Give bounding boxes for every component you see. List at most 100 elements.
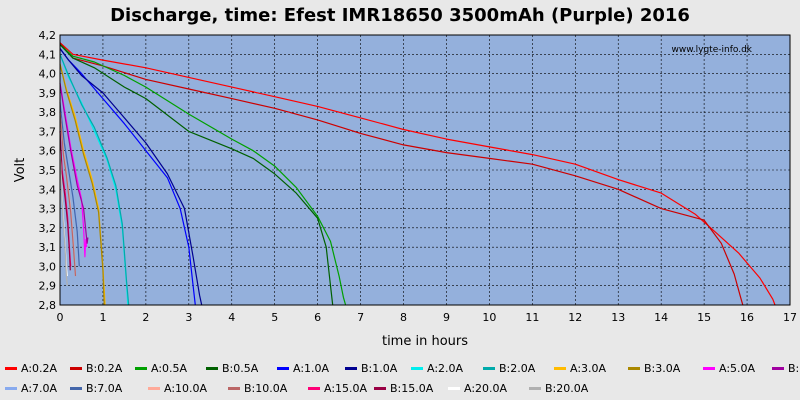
y-axis-label: Volt bbox=[13, 158, 28, 183]
legend-item: A:5.0A bbox=[703, 360, 755, 376]
x-tick-labels: 0 1 2 3 4 5 6 7 8 9 10 11 12 13 14 15 16 17 bbox=[57, 311, 798, 324]
y-tick-label: 3,5 bbox=[39, 164, 57, 177]
legend-swatch bbox=[148, 386, 160, 390]
legend-swatch bbox=[277, 366, 289, 370]
x-tick-label: 10 bbox=[482, 311, 496, 324]
legend-label: B:1.0A bbox=[361, 361, 398, 375]
series-line-b-7-0a bbox=[59, 102, 80, 267]
legend-swatch bbox=[703, 366, 715, 370]
legend-label: B:0.5A bbox=[222, 361, 259, 375]
legend-label: A:10.0A bbox=[164, 381, 208, 395]
legend-label: A:2.0A bbox=[427, 361, 464, 375]
legend-swatch bbox=[5, 386, 17, 390]
legend-item: B:15.0A bbox=[374, 380, 433, 396]
chart-legend: A:0.2A B:0.2A A:0.5A B:0.5A A:1.0A B:1.0A A:2.… bbox=[0, 354, 800, 400]
series-line-a-0-2a bbox=[59, 42, 776, 306]
legend-label: B:7.0A bbox=[86, 381, 123, 395]
legend-item: B:10.0A bbox=[228, 380, 287, 396]
legend-swatch bbox=[206, 366, 218, 370]
y-tick-label: 4,1 bbox=[39, 48, 57, 61]
legend-item: B:0.5A bbox=[206, 360, 258, 376]
legend-label: A:5.0A bbox=[719, 361, 756, 375]
legend-item: A:0.5A bbox=[135, 360, 187, 376]
series-line-b-1-0a bbox=[59, 48, 203, 306]
legend-swatch bbox=[345, 366, 357, 370]
y-tick-label: 2,9 bbox=[39, 280, 57, 293]
legend-swatch bbox=[308, 386, 320, 390]
legend-item: A:20.0A bbox=[448, 380, 507, 396]
legend-item: B:2.0A bbox=[483, 360, 535, 376]
legend-label: A:1.0A bbox=[293, 361, 330, 375]
x-tick-label: 9 bbox=[443, 311, 450, 324]
series-line-b-10-0a bbox=[59, 112, 77, 277]
y-tick-label: 3,4 bbox=[39, 183, 57, 196]
legend-label: B:0.2A bbox=[86, 361, 123, 375]
y-tick-label: 4,0 bbox=[39, 68, 57, 81]
y-tick-label: 3,7 bbox=[39, 125, 57, 138]
series-line-a-0-5a bbox=[59, 44, 347, 306]
y-tick-label: 3,8 bbox=[39, 106, 57, 119]
x-tick-label: 2 bbox=[142, 311, 149, 324]
x-tick-label: 4 bbox=[228, 311, 235, 324]
series-line-a-1-0a bbox=[59, 48, 196, 306]
legend-swatch bbox=[448, 386, 460, 390]
x-tick-label: 16 bbox=[740, 311, 754, 324]
x-tick-label: 3 bbox=[185, 311, 192, 324]
x-tick-label: 0 bbox=[57, 311, 64, 324]
legend-label: A:7.0A bbox=[21, 381, 58, 395]
series-line-b-5-0a bbox=[59, 83, 89, 244]
y-tick-label: 3,6 bbox=[39, 145, 57, 158]
x-tick-label: 14 bbox=[654, 311, 668, 324]
x-tick-label: 6 bbox=[314, 311, 321, 324]
legend-swatch bbox=[135, 366, 147, 370]
legend-swatch bbox=[554, 366, 566, 370]
legend-swatch bbox=[70, 366, 82, 370]
y-tick-label: 3,1 bbox=[39, 241, 57, 254]
legend-label: A:3.0A bbox=[570, 361, 607, 375]
legend-label: A:0.5A bbox=[151, 361, 188, 375]
x-tick-label: 7 bbox=[357, 311, 364, 324]
watermark: www.lygte-info.dk bbox=[672, 45, 753, 55]
legend-item: A:15.0A bbox=[308, 380, 367, 396]
legend-item: A:2.0A bbox=[411, 360, 463, 376]
legend-label: B:2.0A bbox=[499, 361, 536, 375]
y-tick-label: 3,0 bbox=[39, 260, 57, 273]
legend-label: B:5.0A bbox=[788, 361, 800, 375]
y-tick-label: 3,3 bbox=[39, 203, 57, 216]
x-tick-label: 13 bbox=[611, 311, 625, 324]
legend-label: A:20.0A bbox=[464, 381, 508, 395]
legend-item: B:7.0A bbox=[70, 380, 122, 396]
legend-item: A:3.0A bbox=[554, 360, 606, 376]
legend-swatch bbox=[411, 366, 423, 370]
x-tick-label: 12 bbox=[568, 311, 582, 324]
y-tick-label: 3,9 bbox=[39, 87, 57, 100]
x-tick-label: 1 bbox=[99, 311, 106, 324]
legend-label: B:10.0A bbox=[244, 381, 288, 395]
legend-label: B:15.0A bbox=[390, 381, 434, 395]
x-tick-label: 11 bbox=[525, 311, 539, 324]
legend-swatch bbox=[228, 386, 240, 390]
legend-item: B:3.0A bbox=[628, 360, 680, 376]
legend-label: B:3.0A bbox=[644, 361, 681, 375]
legend-item: B:20.0A bbox=[529, 380, 588, 396]
series-line-b-0-2a bbox=[59, 42, 744, 306]
legend-swatch bbox=[483, 366, 495, 370]
legend-label: A:15.0A bbox=[324, 381, 368, 395]
discharge-chart: Discharge, time: Efest IMR18650 3500mAh … bbox=[13, 5, 798, 349]
legend-item: A:1.0A bbox=[277, 360, 329, 376]
legend-swatch bbox=[772, 366, 784, 370]
series-line-b-0-5a bbox=[59, 44, 334, 306]
legend-item: B:0.2A bbox=[70, 360, 122, 376]
y-tick-label: 2,8 bbox=[39, 299, 57, 312]
legend-swatch bbox=[374, 386, 386, 390]
legend-swatch bbox=[628, 366, 640, 370]
legend-swatch bbox=[5, 366, 17, 370]
legend-swatch bbox=[70, 386, 82, 390]
x-tick-label: 8 bbox=[400, 311, 407, 324]
x-tick-label: 15 bbox=[697, 311, 711, 324]
y-tick-labels: 2,8 2,9 3,0 3,1 3,2 3,3 3,4 3,5 3,6 3,7 3,8 3,9 4,0 4… bbox=[39, 29, 57, 312]
legend-label: B:20.0A bbox=[545, 381, 589, 395]
plot-frame bbox=[59, 34, 791, 306]
legend-item: A:0.2A bbox=[5, 360, 57, 376]
legend-item: A:7.0A bbox=[5, 380, 57, 396]
